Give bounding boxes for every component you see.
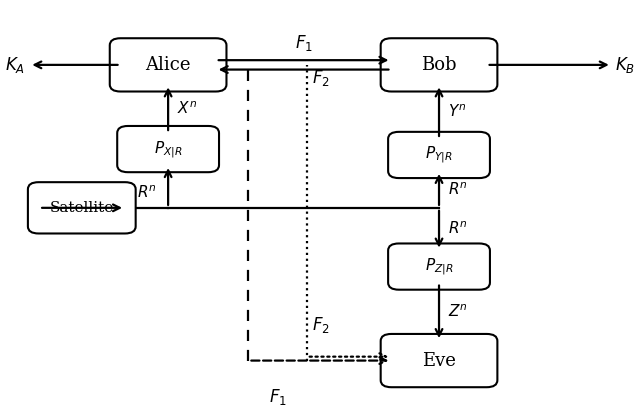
FancyBboxPatch shape bbox=[28, 182, 136, 233]
Text: $X^n$: $X^n$ bbox=[177, 100, 197, 117]
Text: $F_2$: $F_2$ bbox=[312, 315, 330, 335]
Text: $F_1$: $F_1$ bbox=[294, 33, 312, 53]
Text: $R^n$: $R^n$ bbox=[448, 181, 468, 198]
FancyBboxPatch shape bbox=[110, 38, 227, 92]
FancyBboxPatch shape bbox=[381, 38, 497, 92]
Text: $Y^n$: $Y^n$ bbox=[448, 103, 467, 120]
Text: $K_B$: $K_B$ bbox=[615, 55, 636, 75]
Text: Eve: Eve bbox=[422, 351, 456, 370]
Text: Bob: Bob bbox=[421, 56, 457, 74]
Text: $R^n$: $R^n$ bbox=[137, 184, 156, 201]
FancyBboxPatch shape bbox=[388, 132, 490, 178]
Text: $Z^n$: $Z^n$ bbox=[448, 304, 468, 320]
Text: $P_{Y|R}$: $P_{Y|R}$ bbox=[425, 145, 453, 166]
FancyBboxPatch shape bbox=[388, 244, 490, 290]
Text: $P_{X|R}$: $P_{X|R}$ bbox=[154, 139, 182, 159]
Text: $F_1$: $F_1$ bbox=[269, 387, 287, 407]
FancyBboxPatch shape bbox=[381, 334, 497, 387]
Text: $K_A$: $K_A$ bbox=[4, 55, 24, 75]
FancyBboxPatch shape bbox=[117, 126, 219, 172]
Text: $P_{Z|R}$: $P_{Z|R}$ bbox=[425, 256, 453, 277]
Text: Satellite: Satellite bbox=[50, 201, 114, 215]
Text: $R^n$: $R^n$ bbox=[448, 221, 468, 237]
Text: $F_2$: $F_2$ bbox=[312, 68, 330, 88]
Text: Alice: Alice bbox=[145, 56, 191, 74]
